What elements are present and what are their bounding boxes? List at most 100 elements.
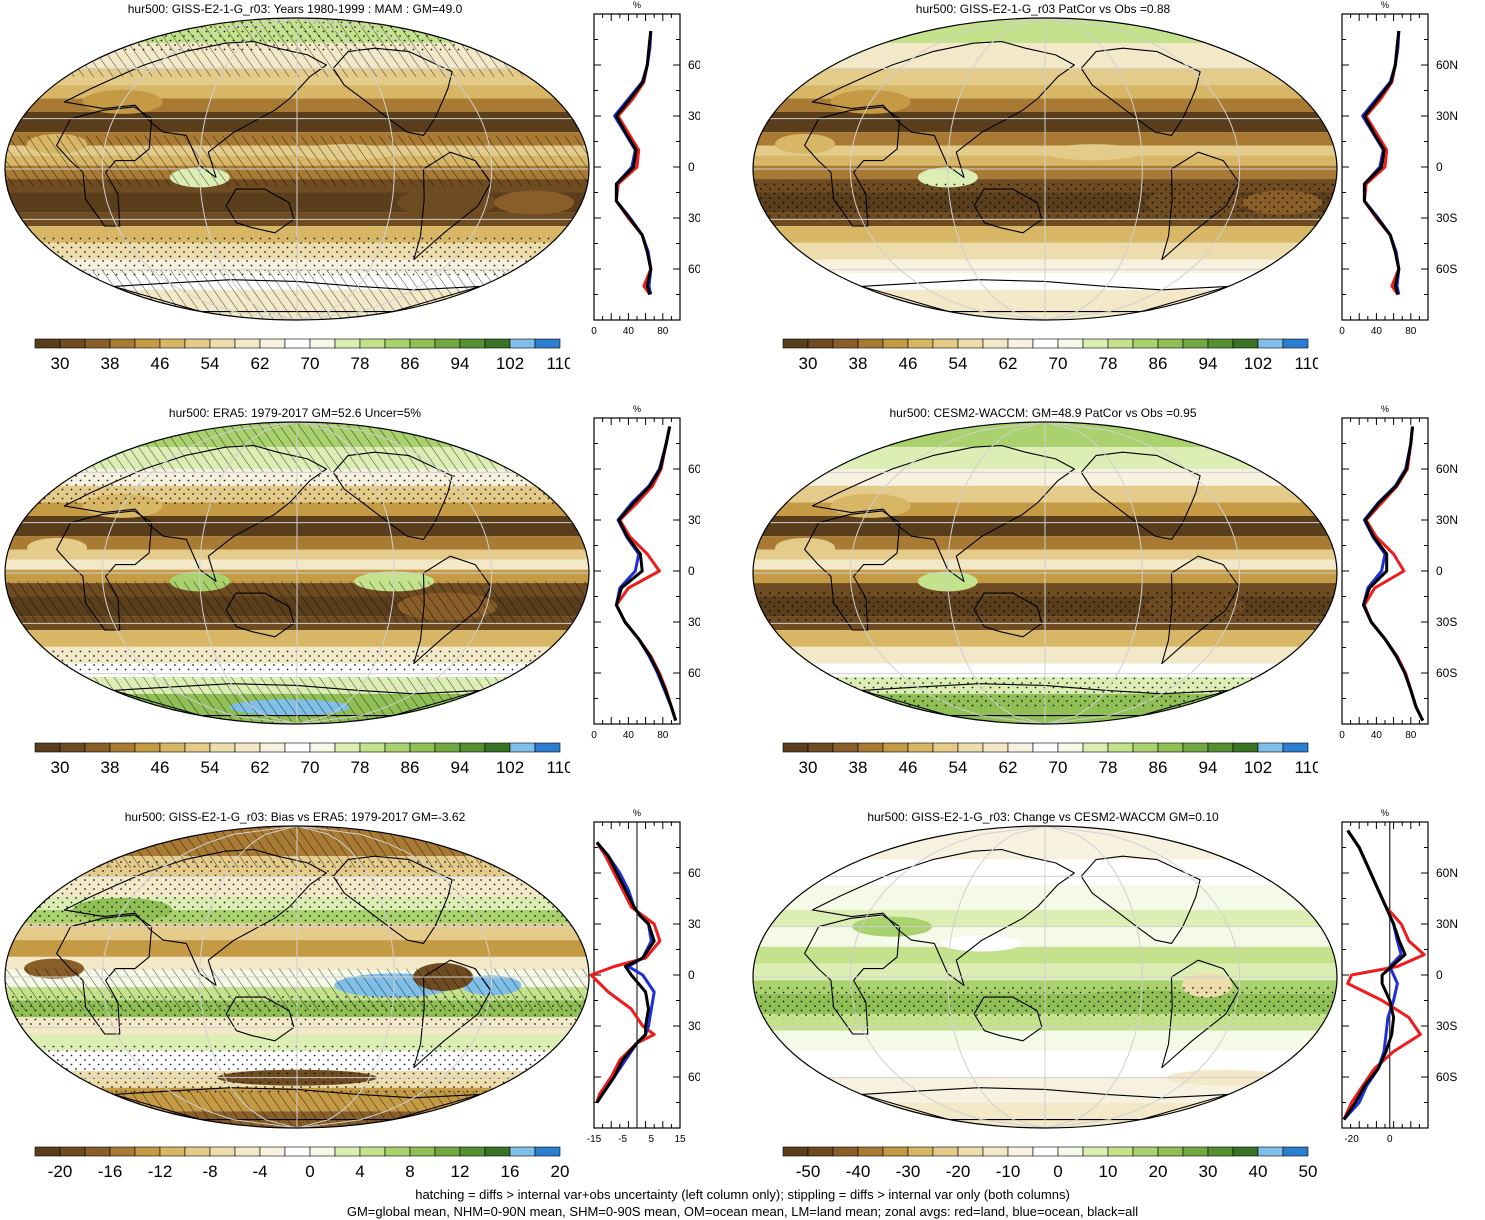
map-blob bbox=[397, 188, 498, 217]
colorbar-swatch bbox=[409, 742, 436, 753]
profile-xtick: 40 bbox=[623, 730, 635, 741]
profile-xlabel: % bbox=[633, 404, 641, 414]
colorbar-label: 110 bbox=[546, 354, 570, 373]
profile-ytick: 30S bbox=[688, 1019, 700, 1033]
colorbar-swatch bbox=[134, 338, 161, 349]
profile-xtick: 0 bbox=[1387, 1134, 1393, 1145]
colorbar-label: 46 bbox=[899, 758, 918, 777]
coastline-eurasia bbox=[811, 40, 1075, 178]
colorbar-label: 30 bbox=[1199, 1162, 1218, 1181]
profile-xtick: 5 bbox=[649, 1134, 655, 1145]
profile-xlabel: % bbox=[633, 0, 641, 10]
coastline-namerica bbox=[332, 855, 453, 944]
colorbar-label: 94 bbox=[451, 758, 470, 777]
colorbar-swatch bbox=[1007, 1146, 1034, 1157]
zonal-profile-p3: % 0 40 80 60N 30N 0 30S 60S bbox=[591, 404, 700, 741]
colorbar-swatch bbox=[1132, 742, 1159, 753]
colorbar-swatch bbox=[1282, 338, 1309, 349]
profile-xtick: 40 bbox=[623, 326, 635, 337]
colorbar-swatch bbox=[409, 338, 436, 349]
colorbar-swatch bbox=[359, 742, 386, 753]
map-border bbox=[4, 17, 590, 321]
colorbar-label: 62 bbox=[999, 758, 1018, 777]
colorbar-swatch bbox=[59, 1146, 86, 1157]
colorbar-swatch bbox=[1157, 1146, 1184, 1157]
colorbar-swatch bbox=[409, 1146, 436, 1157]
graticule-lon bbox=[101, 18, 298, 320]
map-p3 bbox=[4, 421, 590, 725]
profile-xtick: 0 bbox=[1339, 730, 1345, 741]
profile-xtick: 40 bbox=[1371, 730, 1383, 741]
colorbar-swatch bbox=[309, 338, 336, 349]
colorbar-label: -10 bbox=[996, 1162, 1021, 1181]
panel-title-p1: hur500: GISS-E2-1-G_r03: Years 1980-1999… bbox=[127, 2, 463, 16]
colorbar-swatch bbox=[509, 1146, 536, 1157]
colorbar-swatch bbox=[1232, 742, 1259, 753]
colorbar-swatch bbox=[932, 742, 959, 753]
coastline-samerica bbox=[413, 555, 492, 665]
colorbar-swatch bbox=[184, 1146, 211, 1157]
profile-xtick: 15 bbox=[674, 1134, 686, 1145]
colorbar-swatch bbox=[1032, 338, 1059, 349]
graticule-lon bbox=[296, 422, 395, 724]
colorbar-swatch bbox=[259, 338, 286, 349]
profile-line-land bbox=[614, 426, 678, 722]
colorbar-swatch bbox=[1282, 1146, 1309, 1157]
colorbar-swatch bbox=[907, 338, 934, 349]
coastline-eurasia bbox=[63, 848, 327, 986]
profile-ytick: 60S bbox=[688, 1070, 700, 1084]
profile-line-land bbox=[1362, 426, 1425, 722]
profile-ytick: 60N bbox=[688, 58, 700, 72]
graticule-lon bbox=[296, 18, 395, 320]
colorbar-label: 62 bbox=[251, 354, 270, 373]
colorbar-swatch bbox=[134, 742, 161, 753]
zonal-profile-p1: % 0 40 80 60N 30N 0 30S 60S bbox=[591, 0, 700, 337]
colorbar-swatch bbox=[907, 742, 934, 753]
colorbar-swatch bbox=[309, 1146, 336, 1157]
zonal-profile-p5: % -15 -5 5 15 60N 30N 0 30S 60S bbox=[587, 808, 700, 1145]
profile-ytick: 30S bbox=[688, 615, 700, 629]
colorbar-label: 70 bbox=[301, 758, 320, 777]
colorbar-swatch bbox=[59, 338, 86, 349]
colorbar-swatch bbox=[509, 742, 536, 753]
colorbar-swatch bbox=[907, 1146, 934, 1157]
colorbar-label: 50 bbox=[1299, 1162, 1318, 1181]
footer-line-2: GM=global mean, NHM=0-90N mean, SHM=0-90… bbox=[346, 1204, 1139, 1219]
colorbar-swatch bbox=[832, 1146, 859, 1157]
profile-ytick: 30S bbox=[1436, 615, 1457, 629]
colorbar-label: 70 bbox=[1049, 354, 1068, 373]
footer-line-1: hatching = diffs > internal var+obs unce… bbox=[415, 1187, 1070, 1202]
map-p6 bbox=[752, 825, 1338, 1129]
colorbar-swatch bbox=[1032, 742, 1059, 753]
colorbar-swatch bbox=[957, 1146, 984, 1157]
map-border bbox=[752, 421, 1338, 725]
colorbar-swatch bbox=[384, 1146, 411, 1157]
graticule-lon bbox=[1044, 422, 1143, 724]
profile-line-all bbox=[1362, 426, 1425, 722]
graticule-lon bbox=[199, 826, 298, 1128]
colorbar-swatch bbox=[209, 338, 236, 349]
colorbar-label: 38 bbox=[849, 758, 868, 777]
colorbar-label: 38 bbox=[101, 354, 120, 373]
colorbar-label: 30 bbox=[799, 354, 818, 373]
colorbar-swatch bbox=[932, 1146, 959, 1157]
colorbar-label: 94 bbox=[1199, 758, 1218, 777]
profile-line-ocean bbox=[1362, 426, 1425, 722]
coastline-namerica bbox=[1080, 451, 1201, 540]
colorbar-swatch bbox=[234, 338, 261, 349]
colorbar-label: 86 bbox=[1149, 758, 1168, 777]
colorbar-label: 78 bbox=[351, 758, 370, 777]
colorbar-swatch bbox=[1282, 742, 1309, 753]
profile-ytick: 30N bbox=[1436, 513, 1458, 527]
zonal-profile-p6: % -20 0 60N 30N 0 30S 60S bbox=[1341, 808, 1458, 1145]
colorbar-swatch bbox=[1007, 338, 1034, 349]
profile-xtick: -20 bbox=[1344, 1134, 1359, 1145]
colorbar-swatch bbox=[184, 338, 211, 349]
graticule-lon bbox=[101, 826, 298, 1128]
profile-xtick: 80 bbox=[1405, 730, 1417, 741]
panel-title-p4: hur500: CESM2-WACCM: GM=48.9 PatCor vs O… bbox=[889, 406, 1197, 420]
zonal-profile-p2: % 0 40 80 60N 30N 0 30S 60S bbox=[1339, 0, 1458, 337]
profile-xtick: 80 bbox=[1405, 326, 1417, 337]
graticule-lon bbox=[947, 422, 1046, 724]
colorbar-label: 30 bbox=[799, 758, 818, 777]
